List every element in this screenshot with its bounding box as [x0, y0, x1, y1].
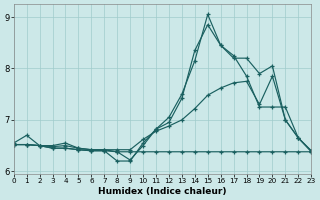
X-axis label: Humidex (Indice chaleur): Humidex (Indice chaleur)	[98, 187, 227, 196]
